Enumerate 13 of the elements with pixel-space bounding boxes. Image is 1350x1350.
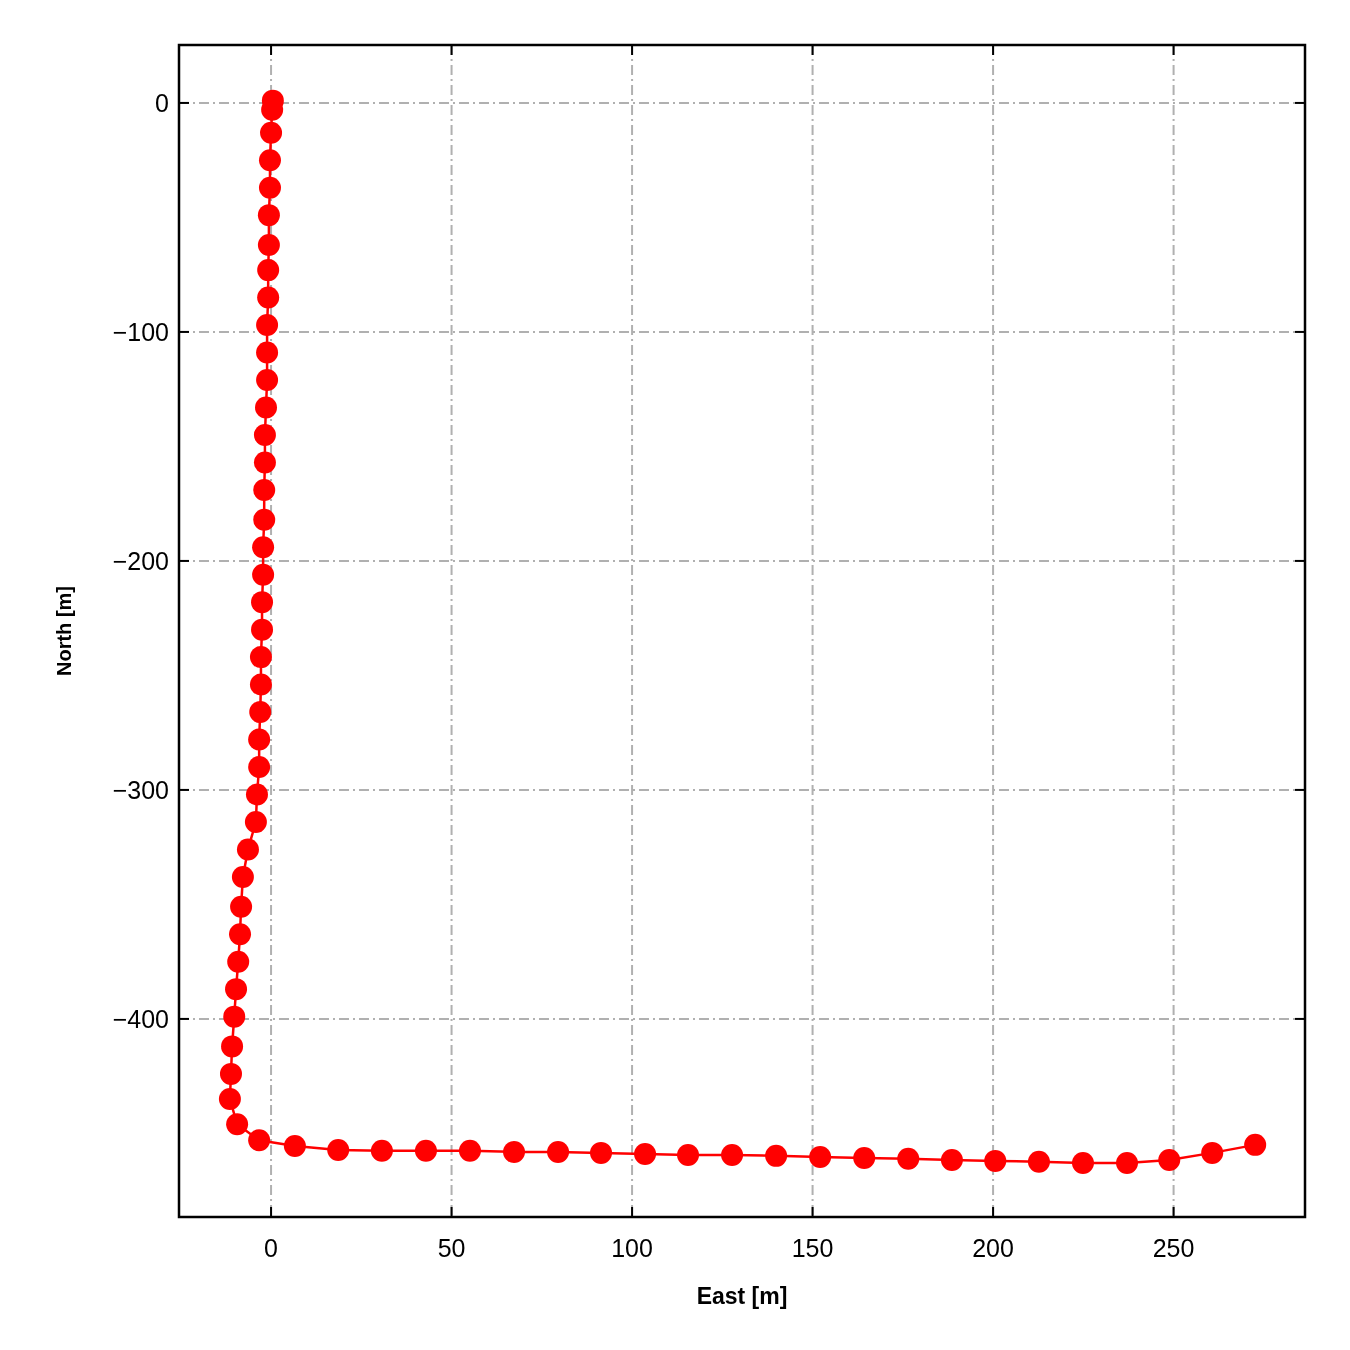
x-tick-label: 250 <box>1152 1234 1195 1262</box>
y-axis-title: North [m] <box>53 586 75 676</box>
x-tick-label: 150 <box>791 1234 834 1262</box>
x-tick-label: 0 <box>264 1234 279 1262</box>
y-tick-label: −200 <box>112 546 169 575</box>
y-tick-label: −300 <box>112 775 169 804</box>
y-tick-label: 0 <box>155 88 169 117</box>
y-tick-label: −400 <box>112 1004 169 1033</box>
y-tick-label: −100 <box>112 317 169 346</box>
x-tick-label: 50 <box>437 1234 466 1262</box>
x-axis-title: East [m] <box>696 1283 788 1309</box>
x-tick-label: 100 <box>611 1234 653 1262</box>
x-tick-label: 200 <box>972 1234 1014 1262</box>
